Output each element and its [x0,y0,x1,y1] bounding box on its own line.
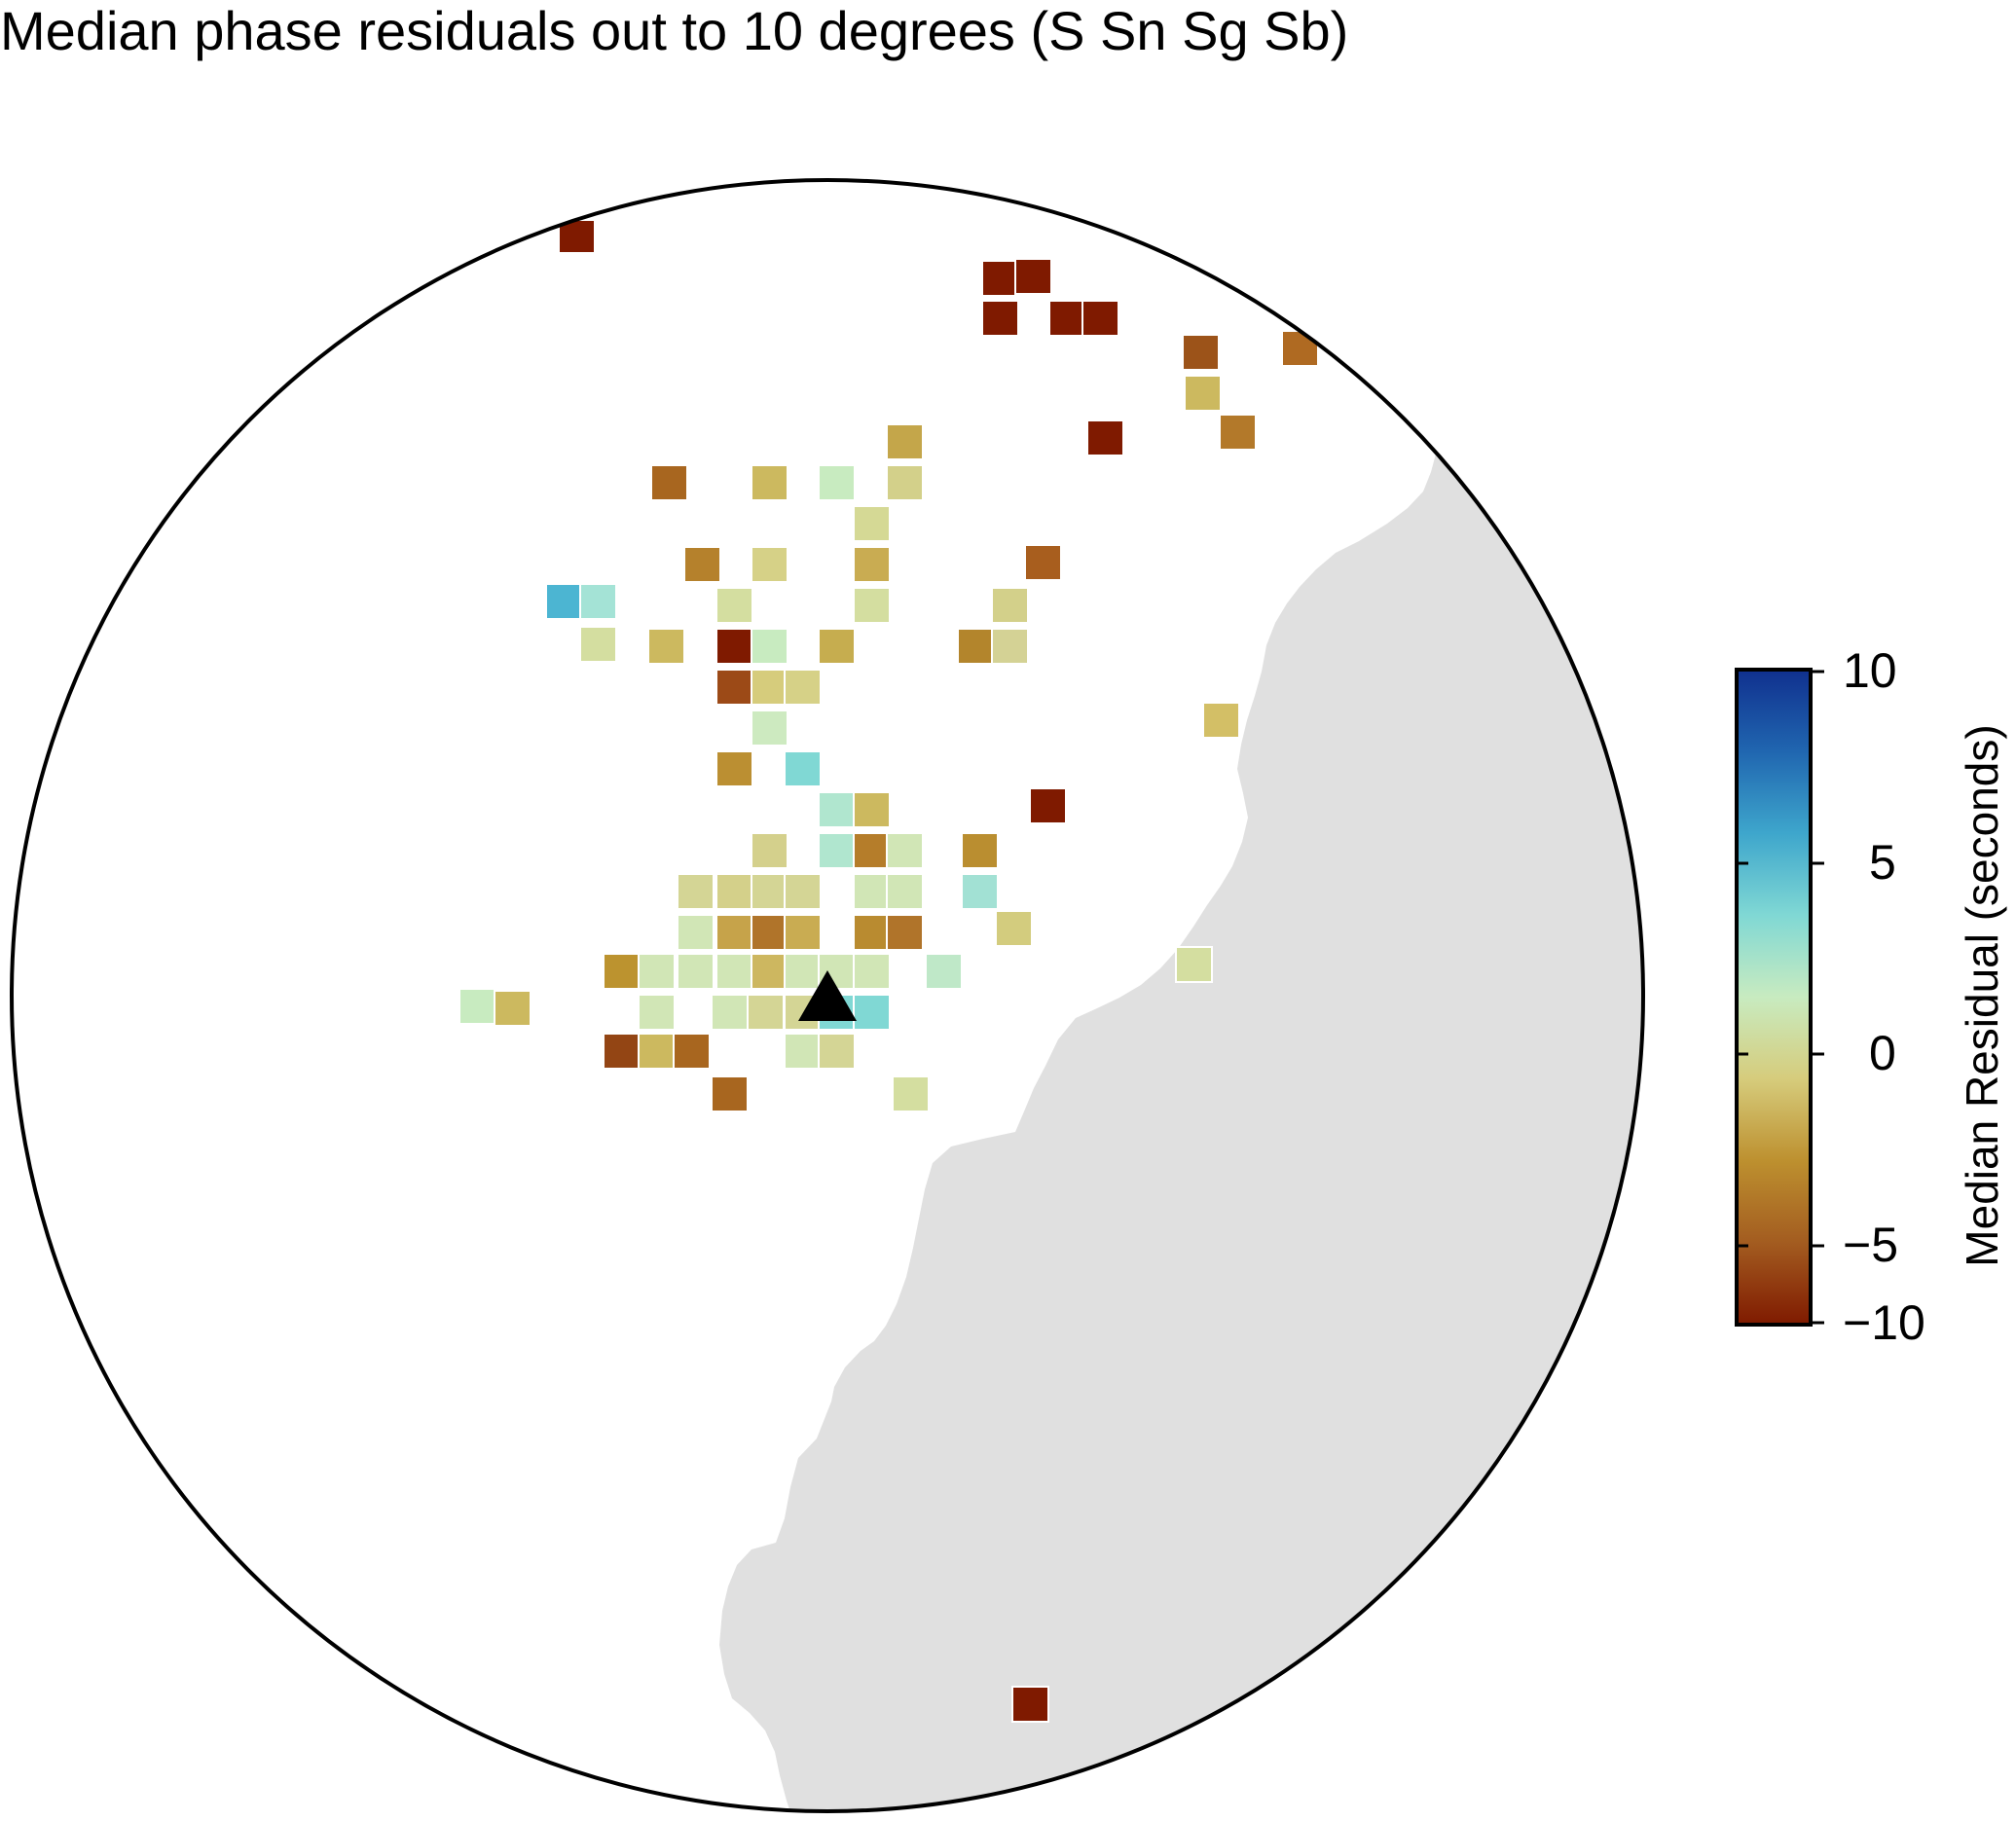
residual-cell [818,1033,856,1070]
residual-cell [991,628,1029,665]
residual-cell [1219,414,1257,451]
residual-cell [751,628,788,665]
residual-cell [1048,300,1086,337]
colorbar-ticks [1737,670,1824,1325]
residual-cell [784,873,822,910]
residual-cell [818,791,856,828]
residual-cell [715,628,753,665]
residual-cell [638,1033,676,1070]
residual-cell [715,750,753,787]
residual-cell [981,260,1019,297]
residual-cell [1175,946,1213,983]
residual-cell [1029,787,1067,824]
residual-cell [853,914,891,951]
residual-cell [886,873,924,910]
residual-cell [886,423,924,460]
station-triangle [798,970,857,1021]
residual-cell [751,546,788,583]
residual-cell [886,914,924,951]
land-mass [719,180,1643,1811]
colorbar-tick-label-5: 5 [1869,835,1896,890]
residual-cell [1024,544,1062,581]
map-title: Median phase residuals out to 10 degrees… [0,0,1349,61]
residual-cell [579,626,617,663]
residual-cell [886,464,924,501]
residual-cell [818,464,856,501]
residual-cell [1011,1686,1049,1723]
residual-cell [784,750,822,787]
colorbar-tick-label-10: 10 [1843,643,1897,698]
residual-cell [853,587,891,624]
residual-cell [579,583,617,620]
residual-cell [853,873,891,910]
residual-cell [751,710,788,747]
residual-cell [715,587,753,624]
residual-cell [751,914,788,951]
residual-cell [995,910,1033,947]
residual-cell [638,994,676,1031]
colorbar-tick-label-0: 0 [1869,1026,1896,1080]
residual-cell [853,832,891,869]
residual-cell [638,953,676,990]
residual-cell [1081,300,1119,337]
colorbar: 10 5 0 −5 −10 Median Residual (seconds) [1735,643,2007,1350]
residual-cell [715,873,753,910]
residual-cell [925,953,963,990]
residual-cell [1182,334,1220,371]
residual-cell [711,1075,749,1112]
residual-cell [853,791,891,828]
residual-cell [1202,702,1240,739]
residual-cell [981,300,1019,337]
residual-cell [677,873,715,910]
residual-cell [1014,258,1052,295]
residual-cell [1281,330,1319,367]
residual-cell [747,994,785,1031]
residual-cell [603,953,641,990]
residual-cell [715,953,753,990]
residual-cell [647,628,685,665]
residual-cell [677,914,715,951]
residual-cell [650,464,688,501]
residual-cell [892,1075,930,1112]
residual-cell [784,914,822,951]
residual-cell [991,587,1029,624]
residual-cell [818,832,856,869]
residual-cells [458,219,1319,1723]
residual-cell [494,990,531,1027]
residual-cell [853,953,891,990]
residual-cell [458,988,496,1025]
residual-cell [784,1033,822,1070]
residual-cell [1184,375,1222,412]
residual-cell [961,832,999,869]
map-boundary [10,178,1645,1813]
residual-cell [683,546,721,583]
colorbar-gradient [1735,668,1813,1327]
residual-cell [751,464,788,501]
residual-cell [957,628,995,665]
residual-cell [784,669,822,706]
residual-cell [751,873,788,910]
colorbar-tick-label-minus5: −5 [1843,1218,1898,1272]
residual-cell [603,1033,641,1070]
residual-cell [853,505,891,542]
colorbar-label: Median Residual (seconds) [1957,724,2007,1266]
residual-cell [751,953,788,990]
residual-cell [961,873,999,910]
residual-cell [886,832,924,869]
colorbar-tick-label-minus10: −10 [1843,1295,1925,1350]
residual-cell [784,953,822,990]
residual-cell [818,628,856,665]
residual-cell [545,583,583,620]
residual-cell [711,994,749,1031]
residual-cell [1086,419,1124,456]
residual-cell [715,669,753,706]
residual-cell [677,953,715,990]
residual-cell [715,914,753,951]
residual-cell [751,669,788,706]
residual-cell [853,546,891,583]
residual-cell [751,832,788,869]
residual-cell [673,1033,711,1070]
residual-cell [853,994,891,1031]
